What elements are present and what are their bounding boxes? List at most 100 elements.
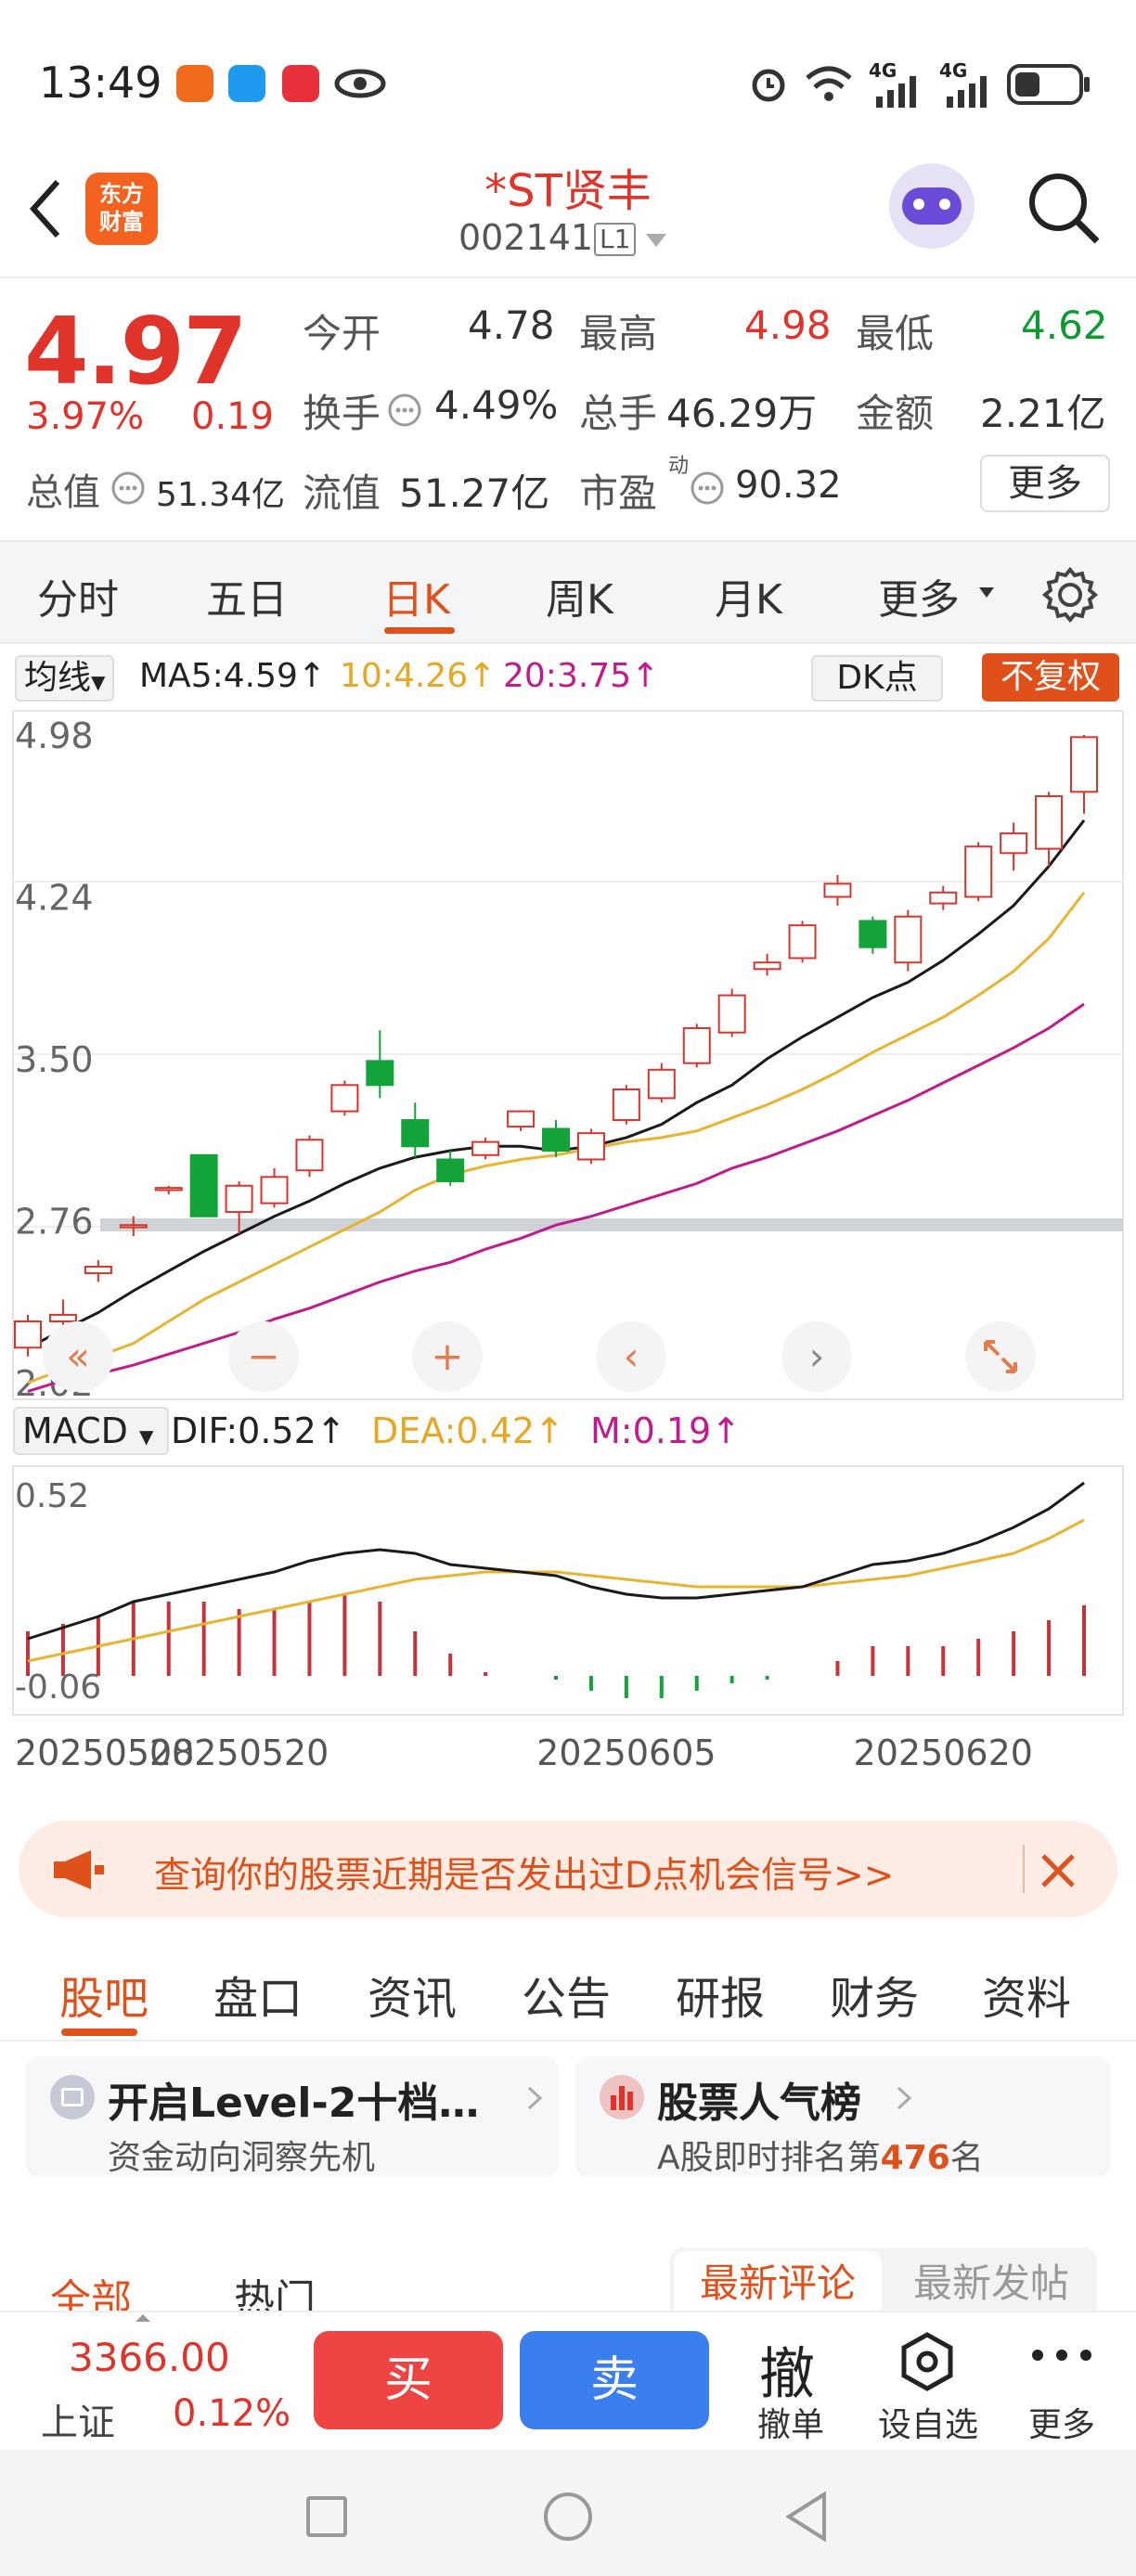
candle-body: [647, 1068, 676, 1100]
candle: [154, 1185, 183, 1195]
ma-selector[interactable]: 均线▼: [15, 655, 115, 702]
level2-card[interactable]: 开启Level-2十档… 资金动向洞察先机: [26, 2056, 559, 2177]
index-change: 0.12%: [173, 2392, 291, 2435]
chart-controls: « − + ‹ ›: [43, 1321, 1036, 1392]
robot-avatar[interactable]: [889, 163, 975, 249]
scroll-left-end-button[interactable]: «: [43, 1321, 113, 1392]
filter-hot[interactable]: 热门: [234, 2276, 316, 2311]
more-dots-icon[interactable]: [1028, 2344, 1095, 2366]
turnover-label: 换手: [303, 391, 381, 436]
fuquan-button[interactable]: 不复权: [982, 653, 1119, 702]
home-icon[interactable]: [544, 2492, 592, 2541]
banner-text: 查询你的股票近期是否发出过D点机会信号>>: [154, 1855, 895, 1897]
open-label: 今开: [303, 311, 381, 356]
candle: [84, 1259, 112, 1282]
chevron-right-icon: [527, 2086, 543, 2110]
price-axis-label: 4.98: [15, 715, 94, 756]
change-value: 0.19: [191, 395, 275, 438]
tab-pankou[interactable]: 盘口: [213, 1973, 303, 2025]
candle: [119, 1216, 148, 1237]
macd-chart[interactable]: 0.52-0.06: [0, 1464, 1136, 1717]
candle: [1070, 735, 1098, 814]
settings-gear-icon[interactable]: [1041, 566, 1099, 624]
tab-more[interactable]: 更多: [878, 576, 960, 624]
sort-latest-post[interactable]: 最新发帖: [912, 2260, 1069, 2306]
tab-yanbao[interactable]: 研报: [676, 1973, 766, 2025]
price-axis-label: 2.76: [15, 1202, 94, 1243]
sell-button[interactable]: 卖: [520, 2331, 709, 2429]
tab-zixun[interactable]: 资讯: [368, 1973, 458, 2025]
candle: [647, 1063, 676, 1103]
scroll-right-button[interactable]: ›: [781, 1321, 852, 1392]
kline-chart[interactable]: 4.984.243.502.762.02 « − + ‹ ›: [0, 709, 1136, 1401]
ma5-line: [27, 819, 1086, 1349]
cancel-order-label[interactable]: 撤单: [757, 2406, 825, 2444]
rank-number: 476: [880, 2139, 950, 2177]
add-favorite-label[interactable]: 设自选: [878, 2406, 979, 2444]
candle-body: [119, 1224, 148, 1229]
tab-caiwu[interactable]: 财务: [830, 1973, 920, 2025]
close-icon[interactable]: [1039, 1852, 1077, 1889]
active-subtab-underline: [61, 2029, 137, 2036]
index-value[interactable]: 3366.00: [69, 2335, 230, 2380]
sort-latest-comment[interactable]: 最新评论: [674, 2251, 882, 2311]
back-icon[interactable]: [24, 176, 65, 241]
candle-body: [576, 1132, 605, 1161]
candle: [717, 988, 746, 1037]
tab-guba[interactable]: 股吧: [59, 1973, 149, 2025]
tab-fenshi[interactable]: 分时: [37, 576, 119, 624]
candle: [682, 1024, 711, 1068]
info-icon[interactable]: [386, 392, 423, 429]
back-nav-icon[interactable]: [783, 2491, 830, 2543]
tab-zhouk[interactable]: 周K: [546, 576, 613, 624]
caret-down-icon[interactable]: [644, 232, 668, 249]
tab-ziliao[interactable]: 资料: [982, 1973, 1072, 2025]
stock-name[interactable]: *ST贤丰: [484, 165, 652, 217]
tab-yuek[interactable]: 月K: [715, 576, 782, 624]
tab-gonggao[interactable]: 公告: [522, 1973, 612, 2025]
more-quote-button[interactable]: 更多: [980, 455, 1110, 512]
buy-button[interactable]: 买: [314, 2331, 503, 2429]
candle-body: [48, 1313, 77, 1322]
info-icon[interactable]: [689, 470, 726, 507]
dk-point-button[interactable]: DK点: [811, 655, 943, 702]
zoom-in-button[interactable]: +: [412, 1321, 483, 1392]
candle-body: [894, 915, 923, 964]
filter-all[interactable]: 全部: [50, 2276, 132, 2311]
period-tabs: 分时 五日 日K 周K 月K 更多: [0, 540, 1136, 644]
recent-apps-icon[interactable]: [306, 2496, 347, 2537]
candle: [858, 916, 887, 954]
tab-wuri[interactable]: 五日: [206, 576, 288, 624]
high-label: 最高: [579, 311, 658, 356]
candle-body: [753, 961, 781, 971]
candle: [260, 1167, 289, 1208]
m-label: M:0.19↑: [590, 1410, 742, 1451]
cancel-order-icon[interactable]: 撤: [759, 2342, 815, 2407]
macd-selector[interactable]: MACD ▼: [13, 1407, 169, 1455]
info-icon[interactable]: [110, 470, 147, 507]
ma5-label: MA5:4.59↑: [139, 657, 327, 695]
feed-filter-row: 全部 热门 最新评论 最新发帖: [0, 2199, 1136, 2311]
dk-signal-banner[interactable]: 查询你的股票近期是否发出过D点机会信号>>: [19, 1821, 1117, 1917]
net-label-1: 4G: [869, 59, 897, 82]
add-favorite-icon[interactable]: [897, 2331, 958, 2392]
level2-title: 开启Level-2十档…: [108, 2080, 480, 2127]
more-label[interactable]: 更多: [1028, 2406, 1096, 2444]
scroll-left-button[interactable]: ‹: [596, 1321, 666, 1392]
candle: [330, 1080, 359, 1116]
ma10-label: 10:4.26↑: [340, 657, 497, 695]
section-tabs: 股吧 盘口 资讯 公告 研报 财务 资料: [0, 1939, 1136, 2041]
tab-rik[interactable]: 日K: [382, 576, 450, 624]
zoom-out-button[interactable]: −: [228, 1321, 299, 1392]
candle: [295, 1135, 324, 1178]
signal-4g-icon: [876, 76, 916, 108]
svg-text:«: «: [66, 1333, 90, 1379]
candle: [14, 1314, 42, 1357]
fullscreen-icon[interactable]: [965, 1321, 1036, 1392]
search-icon[interactable]: [1025, 169, 1103, 247]
date-axis-label: 20250620: [854, 1732, 1033, 1773]
candle-body: [929, 891, 958, 905]
amount-label: 金额: [856, 391, 935, 436]
candle-body: [154, 1187, 183, 1191]
popularity-card[interactable]: 股票人气榜 A股即时排名第476名: [575, 2056, 1110, 2177]
